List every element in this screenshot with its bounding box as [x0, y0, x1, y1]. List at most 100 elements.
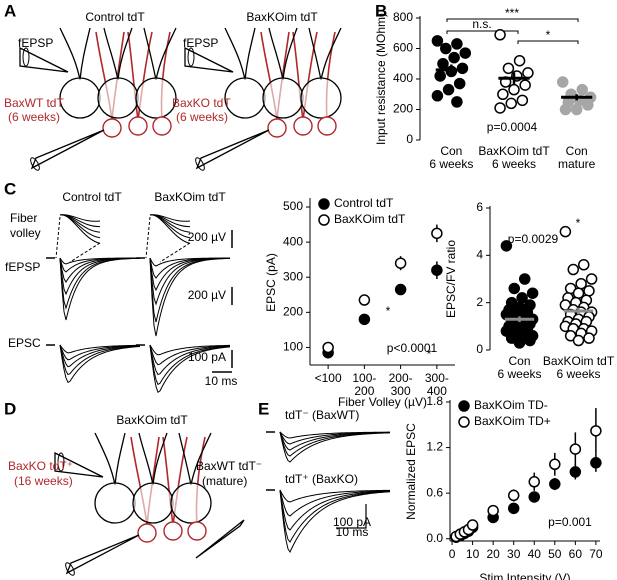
y-axis-label: EPSC (pA): [264, 253, 278, 312]
connector: [55, 216, 101, 263]
data-point: [440, 42, 452, 55]
x-tick-sublabel: 6 weeks: [556, 367, 600, 381]
x-tick-label: Con: [508, 354, 530, 368]
cell-label: BaxWT tdT: [4, 96, 64, 110]
x-tick-label: BaxKOim tdT: [543, 354, 615, 368]
data-point: [500, 240, 513, 252]
data-point: [572, 334, 585, 347]
electrode-label: fEPSP: [183, 36, 218, 50]
trace: [279, 489, 391, 531]
data-point: [358, 313, 371, 326]
legend-marker: [318, 214, 330, 226]
data-point: [583, 285, 595, 297]
trace: [59, 344, 141, 384]
trace-label: volley: [10, 226, 41, 240]
x-tick-label: 300-400: [425, 371, 449, 398]
data-point: [459, 47, 472, 59]
cell-label: BaxKO tdT: [172, 96, 231, 110]
trace-label: Fiber: [10, 211, 37, 225]
data-point: [394, 283, 407, 296]
annotation: n.s.: [472, 17, 491, 31]
x-tick-label: <100: [315, 371, 342, 385]
annotation: *: [576, 216, 581, 230]
trace: [279, 489, 391, 503]
electrode-label: fEPSP: [18, 36, 53, 50]
label-line: 200: [354, 384, 374, 398]
data-point: [494, 29, 506, 41]
y-tick-label: 1.8: [426, 394, 443, 408]
annotation: p=0.0004: [487, 120, 538, 134]
y-tick-label: 0: [406, 132, 413, 146]
x-tick-sublabel: 6 weeks: [492, 157, 536, 171]
x-tick-label: 10: [466, 547, 480, 561]
scale-bar: [336, 504, 367, 529]
data-point: [322, 341, 334, 354]
trace: [149, 344, 231, 376]
y-tick-label: 1.2: [426, 440, 443, 454]
trace: [59, 344, 141, 376]
data-point: [524, 334, 536, 347]
legend-label: Control tdT: [334, 196, 394, 210]
legend-label: BaxKOim TD+: [474, 414, 551, 428]
data-point: [507, 489, 520, 502]
significance-bracket: [446, 18, 579, 44]
data-point: [508, 282, 521, 295]
trace: [59, 257, 141, 310]
data-point: [526, 287, 539, 299]
data-point: [487, 504, 499, 517]
label-line: 300: [391, 384, 411, 398]
data-point: [505, 97, 517, 110]
annotation: p=0.001: [548, 515, 592, 529]
scale-bar: [212, 230, 233, 373]
cell-label: (6 weeks): [8, 110, 60, 124]
data-point: [582, 99, 594, 111]
x-tick-label: 70: [589, 547, 603, 561]
data-point: [590, 457, 602, 469]
trace: [59, 257, 141, 321]
panel-label: E: [258, 399, 269, 418]
data-point: [567, 263, 580, 276]
data-point: [516, 94, 529, 107]
legend-marker: [318, 198, 330, 210]
trace: [279, 489, 391, 554]
y-tick-label: 400: [393, 71, 413, 85]
trace: [279, 431, 391, 463]
trace: [59, 344, 141, 368]
trace: [279, 489, 391, 543]
trace: [149, 214, 191, 244]
x-tick-label: 20: [486, 547, 500, 561]
cell-diagram: [54, 432, 212, 578]
y-axis-label: EPSC/FV ratio: [444, 240, 458, 318]
y-tick-label: 0.0: [426, 531, 443, 545]
data-point: [559, 103, 572, 116]
y-tick-label: 2: [476, 295, 483, 309]
diagram-title: Control tdT: [85, 10, 145, 24]
cell-label: BaxKO tdT⁺: [8, 459, 73, 473]
data-point: [448, 51, 460, 64]
data-point: [528, 476, 540, 488]
cell-label: (16 weeks): [14, 474, 73, 488]
annotation: p<0.0001: [387, 341, 438, 355]
data-point: [576, 83, 588, 96]
scale-label: 100 pA: [333, 515, 371, 529]
label-line: 400: [427, 384, 447, 398]
data-point: [434, 70, 446, 82]
data-point: [508, 83, 520, 96]
trace: [59, 344, 141, 361]
y-tick-label: 500: [283, 199, 303, 213]
scale-label: 100 pA: [188, 350, 226, 364]
y-tick-label: 0: [476, 342, 483, 356]
y-tick-label: 6: [476, 200, 483, 214]
panel-label: C: [4, 179, 16, 198]
panel-label: D: [4, 399, 16, 418]
data-point: [358, 294, 371, 306]
trace-label: fEPSP: [5, 260, 40, 274]
trace: [149, 344, 231, 366]
diagram-title: BaxKOim tdT: [246, 10, 318, 24]
y-axis-label: Input resistance (MOhm): [374, 13, 388, 145]
trace-label: EPSC: [8, 336, 41, 350]
annotation: *: [546, 28, 551, 42]
data-point: [559, 225, 572, 238]
trace: [149, 257, 231, 337]
cell-label: (6 weeks): [176, 110, 228, 124]
